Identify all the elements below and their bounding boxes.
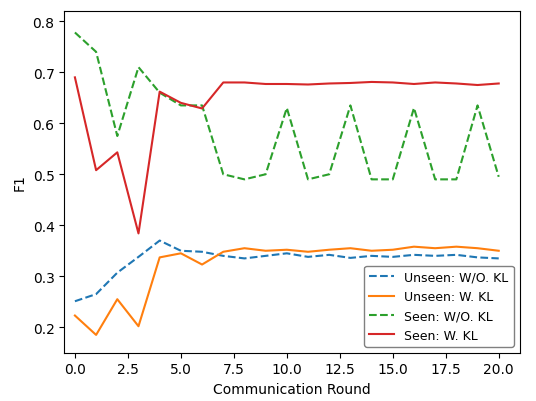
Unseen: W/O. KL: (3, 0.338): W/O. KL: (3, 0.338) <box>135 255 142 259</box>
Seen: W/O. KL: (16, 0.63): W/O. KL: (16, 0.63) <box>411 106 417 111</box>
Seen: W/O. KL: (3, 0.71): W/O. KL: (3, 0.71) <box>135 66 142 71</box>
Unseen: W/O. KL: (11, 0.338): W/O. KL: (11, 0.338) <box>305 255 311 259</box>
Seen: W. KL: (1, 0.508): W. KL: (1, 0.508) <box>93 168 99 173</box>
Unseen: W/O. KL: (17, 0.34): W/O. KL: (17, 0.34) <box>432 254 438 259</box>
Unseen: W. KL: (11, 0.348): W. KL: (11, 0.348) <box>305 250 311 255</box>
Seen: W/O. KL: (12, 0.5): W/O. KL: (12, 0.5) <box>326 172 332 177</box>
Seen: W/O. KL: (15, 0.49): W/O. KL: (15, 0.49) <box>390 178 396 182</box>
Unseen: W. KL: (13, 0.355): W. KL: (13, 0.355) <box>347 246 354 251</box>
Unseen: W. KL: (14, 0.35): W. KL: (14, 0.35) <box>368 249 375 253</box>
Unseen: W/O. KL: (18, 0.342): W/O. KL: (18, 0.342) <box>453 253 459 257</box>
Unseen: W/O. KL: (4, 0.37): W/O. KL: (4, 0.37) <box>157 239 163 243</box>
Seen: W. KL: (11, 0.676): W. KL: (11, 0.676) <box>305 83 311 88</box>
Unseen: W. KL: (3, 0.202): W. KL: (3, 0.202) <box>135 324 142 329</box>
Unseen: W/O. KL: (8, 0.335): W/O. KL: (8, 0.335) <box>241 256 248 261</box>
Unseen: W/O. KL: (20, 0.335): W/O. KL: (20, 0.335) <box>495 256 502 261</box>
Seen: W. KL: (0, 0.69): W. KL: (0, 0.69) <box>72 76 78 81</box>
Legend: Unseen: W/O. KL, Unseen: W. KL, Seen: W/O. KL, Seen: W. KL: Unseen: W/O. KL, Unseen: W. KL, Seen: W/… <box>364 266 513 346</box>
Unseen: W/O. KL: (16, 0.342): W/O. KL: (16, 0.342) <box>411 253 417 257</box>
Unseen: W/O. KL: (6, 0.348): W/O. KL: (6, 0.348) <box>199 250 205 255</box>
Seen: W/O. KL: (7, 0.5): W/O. KL: (7, 0.5) <box>220 172 227 177</box>
Seen: W/O. KL: (0, 0.778): W/O. KL: (0, 0.778) <box>72 31 78 36</box>
Seen: W. KL: (17, 0.68): W. KL: (17, 0.68) <box>432 81 438 86</box>
Unseen: W. KL: (18, 0.358): W. KL: (18, 0.358) <box>453 245 459 249</box>
Seen: W. KL: (5, 0.64): W. KL: (5, 0.64) <box>177 101 184 106</box>
Unseen: W/O. KL: (7, 0.34): W/O. KL: (7, 0.34) <box>220 254 227 259</box>
Seen: W/O. KL: (20, 0.495): W/O. KL: (20, 0.495) <box>495 175 502 180</box>
Unseen: W. KL: (8, 0.355): W. KL: (8, 0.355) <box>241 246 248 251</box>
Unseen: W. KL: (7, 0.348): W. KL: (7, 0.348) <box>220 250 227 255</box>
Seen: W. KL: (10, 0.677): W. KL: (10, 0.677) <box>284 82 290 87</box>
Seen: W/O. KL: (1, 0.74): W/O. KL: (1, 0.74) <box>93 50 99 55</box>
Seen: W. KL: (7, 0.68): W. KL: (7, 0.68) <box>220 81 227 86</box>
Seen: W. KL: (20, 0.678): W. KL: (20, 0.678) <box>495 82 502 87</box>
Seen: W/O. KL: (10, 0.63): W/O. KL: (10, 0.63) <box>284 106 290 111</box>
Unseen: W/O. KL: (12, 0.342): W/O. KL: (12, 0.342) <box>326 253 332 257</box>
Seen: W/O. KL: (18, 0.49): W/O. KL: (18, 0.49) <box>453 178 459 182</box>
Unseen: W. KL: (5, 0.345): W. KL: (5, 0.345) <box>177 251 184 256</box>
Seen: W/O. KL: (8, 0.49): W/O. KL: (8, 0.49) <box>241 178 248 182</box>
Seen: W. KL: (6, 0.629): W. KL: (6, 0.629) <box>199 107 205 111</box>
Seen: W. KL: (3, 0.384): W. KL: (3, 0.384) <box>135 231 142 236</box>
Seen: W. KL: (8, 0.68): W. KL: (8, 0.68) <box>241 81 248 86</box>
Unseen: W. KL: (20, 0.35): W. KL: (20, 0.35) <box>495 249 502 253</box>
Seen: W/O. KL: (6, 0.635): W/O. KL: (6, 0.635) <box>199 104 205 109</box>
Unseen: W/O. KL: (14, 0.34): W/O. KL: (14, 0.34) <box>368 254 375 259</box>
Seen: W. KL: (19, 0.675): W. KL: (19, 0.675) <box>474 83 481 88</box>
Seen: W. KL: (2, 0.543): W. KL: (2, 0.543) <box>114 150 121 155</box>
Unseen: W. KL: (15, 0.352): W. KL: (15, 0.352) <box>390 248 396 253</box>
Unseen: W/O. KL: (0, 0.251): W/O. KL: (0, 0.251) <box>72 299 78 304</box>
Line: Unseen: W. KL: Unseen: W. KL <box>75 247 498 335</box>
Unseen: W. KL: (4, 0.337): W. KL: (4, 0.337) <box>157 255 163 260</box>
Seen: W. KL: (14, 0.681): W. KL: (14, 0.681) <box>368 80 375 85</box>
Seen: W/O. KL: (14, 0.49): W/O. KL: (14, 0.49) <box>368 178 375 182</box>
Unseen: W/O. KL: (2, 0.307): W/O. KL: (2, 0.307) <box>114 271 121 275</box>
Line: Seen: W/O. KL: Seen: W/O. KL <box>75 33 498 180</box>
Seen: W. KL: (4, 0.662): W. KL: (4, 0.662) <box>157 90 163 95</box>
Seen: W. KL: (18, 0.678): W. KL: (18, 0.678) <box>453 82 459 87</box>
Line: Seen: W. KL: Seen: W. KL <box>75 78 498 234</box>
Seen: W/O. KL: (2, 0.575): W/O. KL: (2, 0.575) <box>114 134 121 139</box>
Unseen: W. KL: (16, 0.358): W. KL: (16, 0.358) <box>411 245 417 249</box>
Line: Unseen: W/O. KL: Unseen: W/O. KL <box>75 241 498 302</box>
Unseen: W/O. KL: (13, 0.336): W/O. KL: (13, 0.336) <box>347 256 354 261</box>
Seen: W. KL: (13, 0.679): W. KL: (13, 0.679) <box>347 81 354 86</box>
Seen: W/O. KL: (4, 0.66): W/O. KL: (4, 0.66) <box>157 91 163 96</box>
Seen: W. KL: (16, 0.677): W. KL: (16, 0.677) <box>411 82 417 87</box>
Unseen: W/O. KL: (10, 0.345): W/O. KL: (10, 0.345) <box>284 251 290 256</box>
X-axis label: Communication Round: Communication Round <box>213 382 371 396</box>
Y-axis label: F1: F1 <box>13 174 27 191</box>
Seen: W/O. KL: (9, 0.5): W/O. KL: (9, 0.5) <box>263 172 269 177</box>
Unseen: W/O. KL: (15, 0.338): W/O. KL: (15, 0.338) <box>390 255 396 259</box>
Unseen: W/O. KL: (1, 0.265): W/O. KL: (1, 0.265) <box>93 292 99 297</box>
Unseen: W/O. KL: (5, 0.35): W/O. KL: (5, 0.35) <box>177 249 184 253</box>
Unseen: W/O. KL: (19, 0.337): W/O. KL: (19, 0.337) <box>474 255 481 260</box>
Unseen: W/O. KL: (9, 0.34): W/O. KL: (9, 0.34) <box>263 254 269 259</box>
Unseen: W. KL: (19, 0.355): W. KL: (19, 0.355) <box>474 246 481 251</box>
Seen: W/O. KL: (19, 0.635): W/O. KL: (19, 0.635) <box>474 104 481 109</box>
Seen: W. KL: (12, 0.678): W. KL: (12, 0.678) <box>326 82 332 87</box>
Seen: W. KL: (15, 0.68): W. KL: (15, 0.68) <box>390 81 396 86</box>
Seen: W/O. KL: (5, 0.635): W/O. KL: (5, 0.635) <box>177 104 184 109</box>
Seen: W/O. KL: (17, 0.49): W/O. KL: (17, 0.49) <box>432 178 438 182</box>
Unseen: W. KL: (6, 0.323): W. KL: (6, 0.323) <box>199 263 205 267</box>
Seen: W/O. KL: (11, 0.49): W/O. KL: (11, 0.49) <box>305 178 311 182</box>
Seen: W/O. KL: (13, 0.635): W/O. KL: (13, 0.635) <box>347 104 354 109</box>
Unseen: W. KL: (0, 0.223): W. KL: (0, 0.223) <box>72 313 78 318</box>
Unseen: W. KL: (10, 0.352): W. KL: (10, 0.352) <box>284 248 290 253</box>
Unseen: W. KL: (2, 0.255): W. KL: (2, 0.255) <box>114 297 121 302</box>
Unseen: W. KL: (9, 0.35): W. KL: (9, 0.35) <box>263 249 269 253</box>
Unseen: W. KL: (12, 0.352): W. KL: (12, 0.352) <box>326 248 332 253</box>
Seen: W. KL: (9, 0.677): W. KL: (9, 0.677) <box>263 82 269 87</box>
Unseen: W. KL: (1, 0.185): W. KL: (1, 0.185) <box>93 333 99 338</box>
Unseen: W. KL: (17, 0.355): W. KL: (17, 0.355) <box>432 246 438 251</box>
